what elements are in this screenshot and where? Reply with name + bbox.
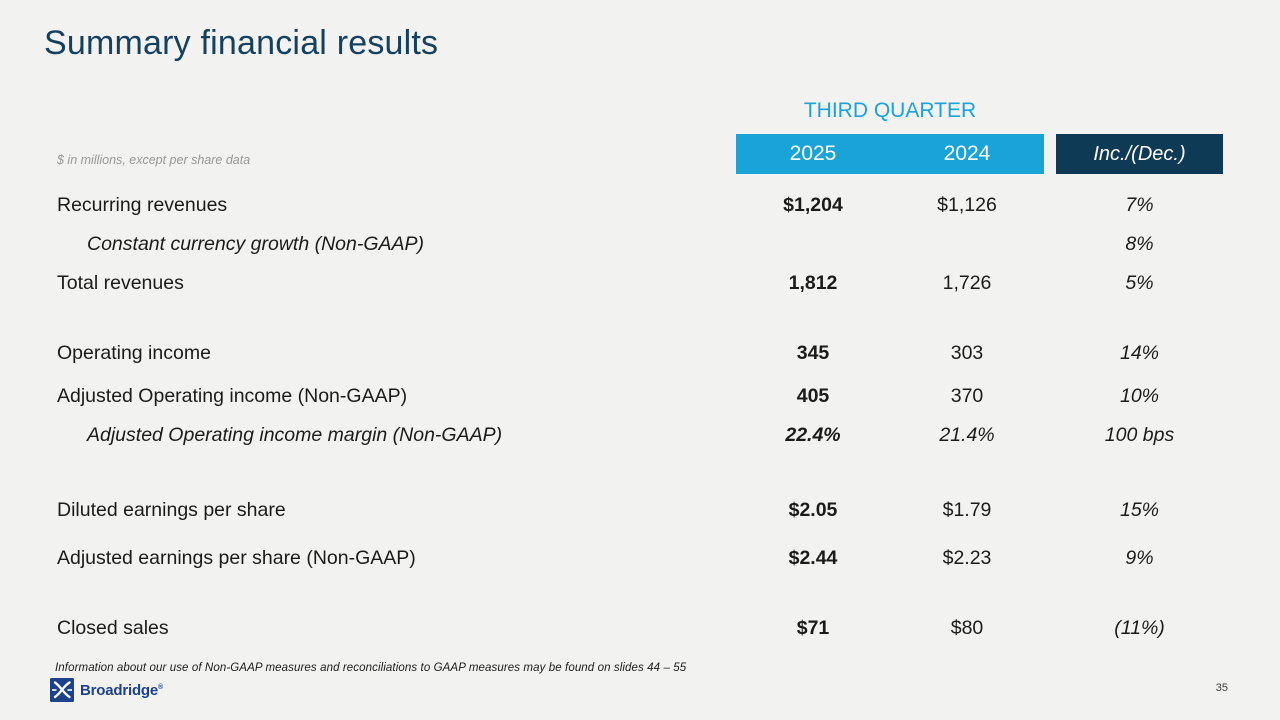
value-inc-dec: 14%: [1119, 342, 1160, 364]
value-inc-dec: 100 bps: [1104, 424, 1175, 446]
broadridge-logo-text: Broadridge®: [80, 681, 163, 699]
column-header-inc-dec: Inc./(Dec.): [1056, 134, 1223, 174]
value-2024: 370: [950, 385, 984, 407]
page-title: Summary financial results: [44, 24, 439, 62]
table-row: Adjusted earnings per share (Non-GAAP) $…: [57, 539, 1223, 578]
value-2024: $80: [950, 617, 984, 639]
table-row: Total revenues 1,812 1,726 5%: [57, 264, 1223, 303]
value-2024: $2.23: [942, 547, 992, 569]
value-2025: $2.05: [788, 499, 838, 521]
table-row: Operating income 345 303 14%: [57, 334, 1223, 373]
value-inc-dec: 8%: [1125, 233, 1154, 255]
value-2025: $1,204: [783, 194, 843, 216]
table-row: Constant currency growth (Non-GAAP) 8%: [57, 225, 1223, 264]
non-gaap-footnote: Information about our use of Non-GAAP me…: [55, 662, 687, 674]
value-2025: 345: [796, 342, 830, 364]
row-label: Adjusted Operating income margin (Non-GA…: [87, 424, 503, 446]
value-2024: 303: [950, 342, 984, 364]
broadridge-logo: Broadridge®: [50, 678, 163, 702]
column-header-2025: 2025: [789, 142, 837, 165]
column-header-2024: 2024: [943, 142, 991, 165]
row-label: Diluted earnings per share: [57, 499, 286, 521]
row-label: Operating income: [57, 342, 211, 364]
row-label: Total revenues: [57, 272, 184, 294]
row-label: Adjusted Operating income (Non-GAAP): [57, 385, 408, 407]
table-row: Recurring revenues $1,204 $1,126 7%: [57, 186, 1223, 225]
table-row: Diluted earnings per share $2.05 $1.79 1…: [57, 491, 1223, 530]
table-body: Recurring revenues $1,204 $1,126 7% Cons…: [57, 186, 1223, 648]
value-2024: $1,126: [937, 194, 997, 216]
row-label: Adjusted earnings per share (Non-GAAP): [57, 547, 416, 569]
period-label: THIRD QUARTER: [803, 99, 977, 122]
value-inc-dec: 7%: [1125, 194, 1154, 216]
row-label: Constant currency growth (Non-GAAP): [87, 233, 425, 255]
value-2024: 1,726: [942, 272, 992, 294]
table-row: Closed sales $71 $80 (11%): [57, 609, 1223, 648]
value-2025: 22.4%: [785, 424, 841, 446]
value-2024: 21.4%: [939, 424, 995, 446]
broadridge-logo-icon: [50, 678, 74, 702]
value-2025: 1,812: [788, 272, 838, 294]
table-row: Adjusted Operating income (Non-GAAP) 405…: [57, 377, 1223, 416]
value-inc-dec: 5%: [1125, 272, 1154, 294]
table-row: Adjusted Operating income margin (Non-GA…: [57, 416, 1223, 455]
row-label: Closed sales: [57, 617, 169, 639]
page-number: 35: [1215, 682, 1228, 694]
value-2025: 405: [796, 385, 830, 407]
units-note: $ in millions, except per share data: [57, 153, 251, 167]
value-2025: $2.44: [788, 547, 838, 569]
value-inc-dec: 9%: [1125, 547, 1154, 569]
value-2025: $71: [796, 617, 830, 639]
row-label: Recurring revenues: [57, 194, 228, 216]
value-inc-dec: 10%: [1119, 385, 1160, 407]
value-inc-dec: 15%: [1119, 499, 1160, 521]
table-header-years: 2025 2024: [736, 134, 1044, 174]
value-inc-dec: (11%): [1114, 617, 1165, 639]
value-2024: $1.79: [942, 499, 992, 521]
